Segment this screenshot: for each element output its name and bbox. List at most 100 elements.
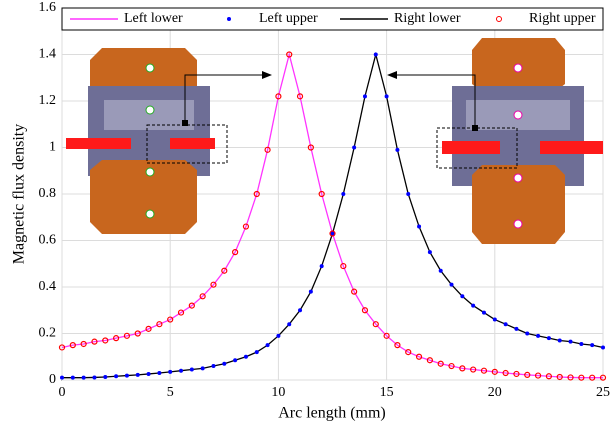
legend-box	[61, 7, 604, 31]
x-tick-label: 10	[271, 385, 285, 400]
data-point	[221, 267, 228, 274]
data-point	[298, 308, 303, 313]
data-point	[146, 371, 151, 376]
x-axis-label: Arc length (mm)	[278, 405, 386, 422]
x-tick-label: 20	[488, 385, 502, 400]
data-point	[134, 330, 141, 337]
data-point	[492, 317, 497, 322]
data-point	[513, 370, 520, 378]
data-point	[318, 190, 325, 198]
y-tick-label: 1.2	[39, 93, 57, 108]
data-point	[156, 321, 163, 328]
data-point	[211, 364, 216, 369]
data-point	[92, 375, 97, 380]
data-point	[276, 333, 281, 338]
data-point	[123, 332, 131, 339]
left-inset	[66, 48, 272, 234]
y-axis-label: Magnetic flux density	[11, 124, 28, 264]
data-point	[352, 145, 357, 150]
data-point	[471, 303, 476, 308]
y-tick-label: 1	[49, 140, 56, 155]
data-point	[199, 293, 206, 300]
data-point	[427, 250, 432, 255]
data-point	[459, 365, 466, 372]
data-point	[179, 368, 184, 373]
data-point	[502, 369, 509, 377]
data-point	[189, 367, 194, 372]
data-point	[168, 369, 173, 374]
data-point	[557, 338, 562, 343]
data-point	[157, 371, 162, 376]
x-tick-label: 0	[59, 385, 66, 400]
data-point	[362, 94, 367, 99]
data-point	[599, 374, 607, 381]
data-point	[242, 223, 250, 230]
data-point	[579, 341, 584, 346]
data-point	[514, 326, 519, 331]
legend-label: Right upper	[529, 11, 596, 26]
data-point	[480, 367, 488, 374]
y-tick-label: 0.6	[39, 233, 57, 248]
data-point	[102, 337, 109, 344]
data-point	[275, 93, 282, 100]
data-point	[426, 357, 433, 364]
data-point	[405, 349, 412, 356]
data-point	[243, 354, 248, 359]
data-point	[546, 336, 551, 341]
data-point	[503, 322, 508, 327]
data-point	[58, 344, 66, 351]
data-point	[296, 93, 304, 100]
data-point	[103, 374, 108, 379]
data-point	[448, 362, 455, 370]
data-point	[361, 307, 369, 314]
data-point	[525, 331, 530, 336]
data-point	[330, 231, 335, 236]
data-point	[70, 375, 75, 380]
data-point	[340, 262, 347, 270]
data-point	[188, 302, 195, 309]
data-point	[124, 373, 129, 378]
data-point	[319, 264, 324, 269]
data-point	[177, 309, 185, 316]
data-point	[307, 144, 314, 151]
data-point	[481, 310, 486, 315]
data-point	[437, 360, 444, 367]
data-point	[601, 345, 605, 350]
y-tick-label: 1.6	[39, 0, 57, 15]
data-point	[253, 190, 260, 198]
y-tick-label: 1.4	[39, 47, 57, 62]
data-point	[60, 375, 64, 380]
x-tick-label: 25	[596, 385, 610, 400]
legend-label: Left upper	[259, 11, 318, 26]
y-tick-label: 0.4	[39, 279, 57, 294]
data-point	[112, 335, 120, 342]
data-point	[449, 282, 454, 287]
data-point	[200, 366, 205, 371]
data-point	[470, 366, 477, 373]
data-point	[254, 350, 259, 355]
data-point	[91, 338, 98, 345]
data-point	[373, 52, 378, 57]
data-point	[568, 339, 573, 344]
data-point	[265, 343, 270, 348]
data-point	[287, 322, 292, 327]
data-point	[384, 94, 389, 99]
data-point	[567, 374, 574, 381]
data-point	[210, 281, 217, 288]
data-point	[536, 333, 541, 338]
data-point	[308, 289, 313, 294]
data-point	[524, 371, 531, 378]
data-point	[222, 361, 227, 366]
data-point	[232, 249, 239, 256]
data-point	[438, 268, 443, 273]
data-point	[341, 192, 346, 196]
legend-label: Right lower	[394, 11, 461, 26]
data-point	[589, 374, 596, 381]
x-tick-label: 5	[167, 385, 174, 400]
data-point	[286, 51, 293, 58]
right-inset	[387, 38, 603, 244]
data-point	[114, 374, 119, 379]
data-point	[383, 332, 390, 339]
data-point	[351, 288, 358, 295]
